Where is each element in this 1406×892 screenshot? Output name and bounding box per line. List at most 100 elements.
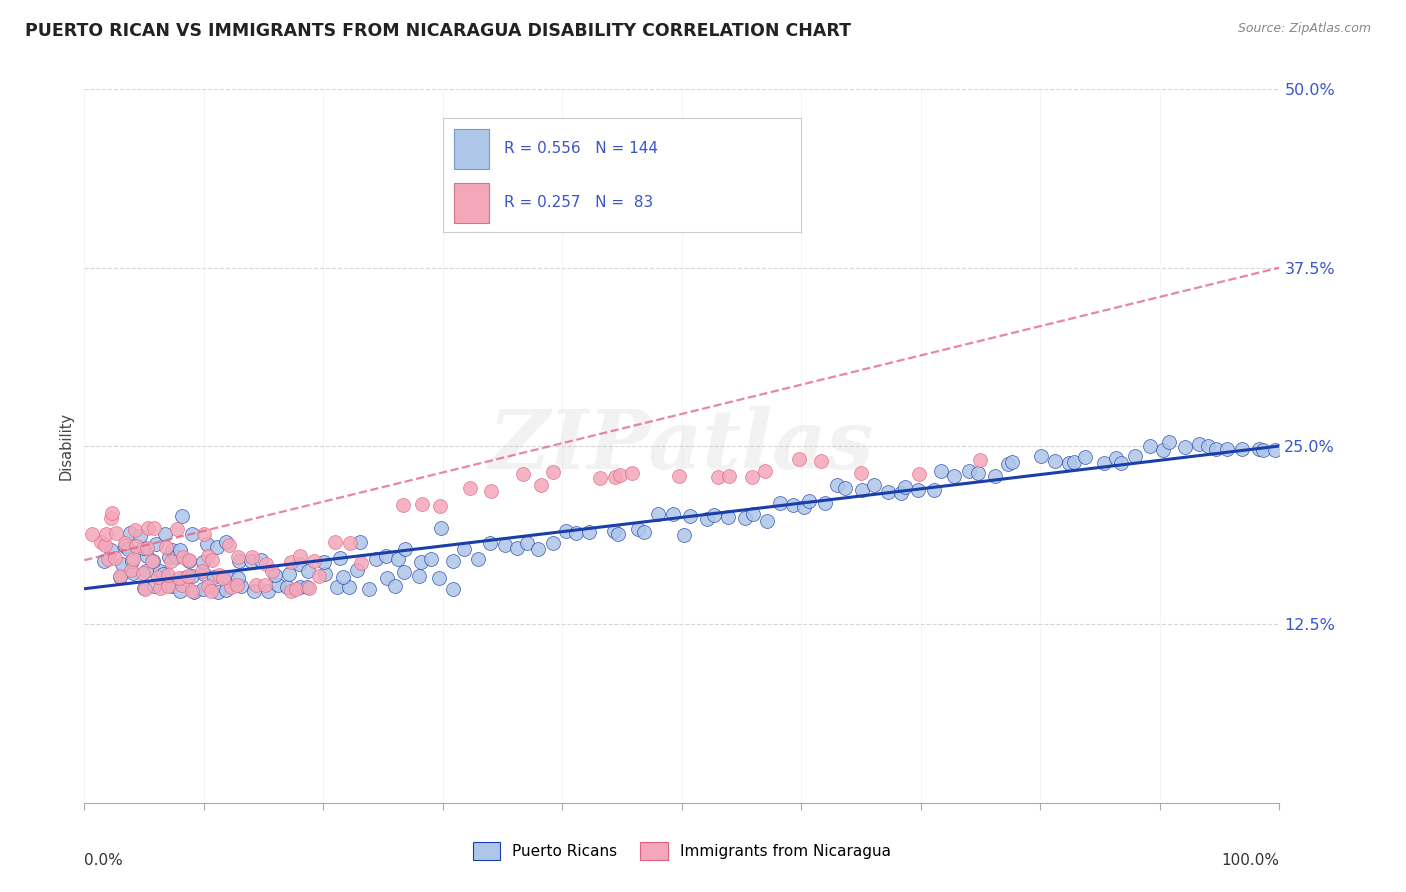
Point bbox=[755, 514, 778, 528]
Point bbox=[411, 555, 433, 569]
Point bbox=[197, 549, 219, 563]
Point bbox=[136, 549, 159, 563]
Point bbox=[219, 580, 242, 594]
Text: Source: ZipAtlas.com: Source: ZipAtlas.com bbox=[1237, 22, 1371, 36]
Text: 0.0%: 0.0% bbox=[84, 853, 124, 868]
Point bbox=[603, 470, 626, 484]
Point bbox=[288, 549, 311, 564]
Point bbox=[202, 570, 225, 584]
Point bbox=[207, 584, 229, 599]
Point bbox=[1157, 435, 1180, 450]
Point bbox=[242, 584, 264, 599]
Point bbox=[111, 558, 134, 572]
Point bbox=[1045, 454, 1067, 468]
Point bbox=[326, 580, 349, 594]
Point bbox=[120, 563, 142, 577]
Point bbox=[254, 578, 277, 592]
Point bbox=[152, 566, 174, 581]
Point bbox=[565, 526, 588, 541]
Point bbox=[392, 565, 415, 579]
Point bbox=[172, 549, 194, 564]
Point bbox=[225, 578, 247, 592]
Point bbox=[849, 466, 872, 480]
Legend: Puerto Ricans, Immigrants from Nicaragua: Puerto Ricans, Immigrants from Nicaragua bbox=[467, 836, 897, 866]
Point bbox=[894, 480, 917, 494]
Point bbox=[169, 583, 191, 598]
Point bbox=[516, 536, 538, 550]
Point bbox=[530, 478, 553, 492]
Point bbox=[387, 552, 409, 566]
Point bbox=[825, 478, 848, 492]
Point bbox=[82, 527, 104, 541]
Text: 100.0%: 100.0% bbox=[1222, 853, 1279, 868]
Point bbox=[364, 552, 387, 566]
Point bbox=[384, 579, 406, 593]
Point bbox=[312, 555, 335, 569]
Point bbox=[943, 469, 966, 483]
Point bbox=[157, 549, 180, 564]
Point bbox=[1230, 442, 1253, 456]
Point bbox=[212, 571, 235, 585]
Point bbox=[114, 536, 136, 550]
Point bbox=[256, 583, 278, 598]
Point bbox=[302, 554, 325, 568]
Point bbox=[1092, 456, 1115, 470]
Point bbox=[249, 553, 271, 567]
Point bbox=[218, 538, 240, 552]
Point bbox=[907, 467, 929, 482]
Point bbox=[494, 538, 516, 552]
Point bbox=[155, 526, 177, 541]
Point bbox=[141, 554, 163, 568]
Point bbox=[121, 554, 143, 568]
Point bbox=[787, 451, 810, 466]
Point bbox=[793, 500, 815, 514]
Point bbox=[118, 526, 141, 541]
Point bbox=[1251, 442, 1274, 457]
Point bbox=[155, 540, 177, 554]
Point bbox=[195, 537, 218, 551]
Point bbox=[277, 566, 299, 581]
Point bbox=[121, 552, 143, 566]
Point bbox=[280, 555, 302, 569]
Point bbox=[1057, 456, 1080, 470]
Point bbox=[167, 571, 190, 585]
Point bbox=[226, 549, 249, 564]
Point bbox=[890, 485, 912, 500]
Point bbox=[160, 554, 183, 568]
Point bbox=[984, 469, 1007, 483]
Point bbox=[191, 582, 214, 596]
Point bbox=[797, 494, 820, 508]
Point bbox=[863, 477, 886, 491]
Point bbox=[527, 541, 550, 556]
Point bbox=[93, 554, 115, 568]
Point bbox=[620, 467, 643, 481]
Point bbox=[166, 549, 188, 564]
Point bbox=[337, 580, 360, 594]
Point bbox=[1074, 450, 1097, 464]
Point bbox=[959, 464, 981, 478]
Point bbox=[214, 582, 236, 597]
Text: ZIPatlas: ZIPatlas bbox=[489, 406, 875, 486]
Point bbox=[240, 549, 263, 564]
Point bbox=[90, 535, 112, 549]
Point bbox=[114, 539, 136, 553]
Point bbox=[907, 483, 929, 497]
Point bbox=[441, 554, 464, 568]
Point bbox=[217, 570, 239, 584]
Point bbox=[734, 510, 756, 524]
Point bbox=[297, 564, 319, 578]
Point bbox=[172, 508, 194, 523]
Point bbox=[191, 564, 214, 578]
Point bbox=[877, 485, 900, 500]
Point bbox=[603, 524, 626, 538]
Point bbox=[145, 536, 167, 550]
Point bbox=[346, 563, 368, 577]
Point bbox=[104, 551, 127, 566]
Point bbox=[245, 578, 267, 592]
Point bbox=[101, 506, 124, 520]
Point bbox=[467, 551, 489, 566]
Point bbox=[157, 567, 180, 582]
Point bbox=[633, 525, 655, 540]
Point bbox=[180, 568, 202, 582]
Point bbox=[1125, 450, 1147, 464]
